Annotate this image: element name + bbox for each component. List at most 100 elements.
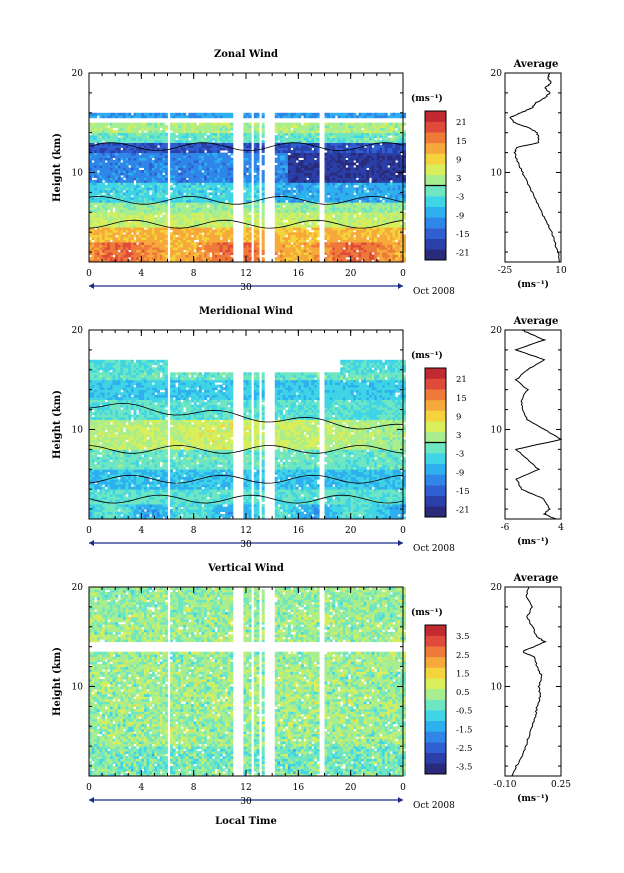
heatmap-cell	[204, 168, 207, 171]
heatmap-cell	[139, 150, 142, 153]
heatmap-cell	[165, 135, 168, 138]
heatmap-cell	[204, 202, 207, 205]
heatmap-cell	[162, 182, 165, 185]
heatmap-cell	[131, 185, 134, 188]
heatmap-cell	[149, 165, 152, 168]
heatmap-cell	[126, 150, 129, 153]
heatmap-cell	[149, 138, 152, 141]
heatmap-cell	[175, 140, 178, 143]
heatmap-cell	[136, 150, 139, 153]
heatmap-cell	[212, 207, 215, 210]
heatmap-cell	[97, 200, 100, 203]
heatmap-cell	[196, 113, 199, 116]
heatmap-cell	[94, 222, 97, 225]
heatmap-cell	[113, 180, 116, 183]
heatmap-cell	[173, 165, 176, 168]
heatmap-cell	[160, 242, 163, 245]
heatmap-cell	[100, 207, 103, 210]
heatmap-cell	[118, 247, 121, 250]
heatmap-cell	[181, 242, 184, 245]
heatmap-cell	[202, 165, 205, 168]
heatmap-cell	[126, 187, 129, 190]
heatmap-cell	[152, 135, 155, 138]
heatmap-cell	[188, 240, 191, 243]
heatmap-cell	[141, 230, 144, 233]
heatmap-cell	[110, 128, 113, 131]
heatmap-cell	[152, 192, 155, 195]
heatmap-cell	[209, 247, 212, 250]
heatmap-cell	[102, 113, 105, 116]
heatmap-cell	[107, 123, 110, 126]
heatmap-cell	[191, 125, 194, 128]
heatmap-cell	[136, 143, 139, 146]
heatmap-cell	[220, 187, 223, 190]
heatmap-cell	[207, 237, 210, 240]
heatmap-cell	[118, 205, 121, 208]
heatmap-cell	[194, 247, 197, 250]
heatmap-cell	[149, 237, 152, 240]
heatmap-cell	[173, 252, 176, 255]
heatmap-cell	[92, 135, 95, 138]
heatmap-cell	[191, 190, 194, 193]
heatmap-cell	[178, 242, 181, 245]
heatmap-cell	[102, 145, 105, 148]
heatmap-cell	[191, 180, 194, 183]
heatmap-cell	[128, 192, 131, 195]
heatmap-cell	[110, 232, 113, 235]
heatmap-cell	[144, 252, 147, 255]
heatmap-cell	[157, 192, 160, 195]
heatmap-cell	[131, 143, 134, 146]
heatmap-cell	[222, 175, 225, 178]
heatmap-cell	[141, 240, 144, 243]
heatmap-cell	[194, 158, 197, 161]
heatmap-cell	[170, 215, 173, 218]
heatmap-cell	[188, 257, 191, 260]
heatmap-cell	[181, 207, 184, 210]
heatmap-cell	[118, 170, 121, 173]
heatmap-cell	[173, 195, 176, 198]
heatmap-cell	[178, 113, 181, 116]
heatmap-cell	[136, 125, 139, 128]
heatmap-cell	[199, 158, 202, 161]
heatmap-cell	[204, 113, 207, 116]
heatmap-cell	[115, 115, 118, 118]
heatmap-cell	[225, 135, 228, 138]
heatmap-cell	[97, 123, 100, 126]
heatmap-cell	[94, 190, 97, 193]
heatmap-cell	[188, 252, 191, 255]
heatmap-cell	[199, 207, 202, 210]
heatmap-cell	[175, 150, 178, 153]
heatmap-cell	[175, 192, 178, 195]
heatmap-cell	[107, 242, 110, 245]
heatmap-cell	[178, 250, 181, 253]
heatmap-cell	[157, 143, 160, 146]
heatmap-cell	[139, 158, 142, 161]
heatmap-cell	[191, 192, 194, 195]
heatmap-cell	[131, 130, 134, 133]
heatmap-cell	[144, 168, 147, 171]
heatmap-cell	[149, 250, 152, 253]
heatmap-cell	[175, 202, 178, 205]
heatmap-cell	[115, 230, 118, 233]
heatmap-cell	[212, 153, 215, 156]
heatmap-cell	[105, 158, 108, 161]
heatmap-cell	[217, 173, 220, 176]
heatmap-cell	[123, 235, 126, 238]
heatmap-cell	[207, 230, 210, 233]
heatmap-cell	[141, 207, 144, 210]
heatmap-cell	[92, 242, 95, 245]
heatmap-cell	[139, 190, 142, 193]
heatmap-cell	[154, 240, 157, 243]
heatmap-cell	[196, 175, 199, 178]
heatmap-cell	[100, 202, 103, 205]
heatmap-cell	[107, 145, 110, 148]
heatmap-cell	[123, 113, 126, 116]
heatmap-cell	[147, 170, 150, 173]
heatmap-cell	[207, 207, 210, 210]
heatmap-cell	[186, 237, 189, 240]
heatmap-cell	[196, 212, 199, 215]
heatmap-cell	[139, 170, 142, 173]
heatmap-cell	[215, 128, 218, 131]
heatmap-cell	[110, 175, 113, 178]
heatmap-cell	[107, 247, 110, 250]
